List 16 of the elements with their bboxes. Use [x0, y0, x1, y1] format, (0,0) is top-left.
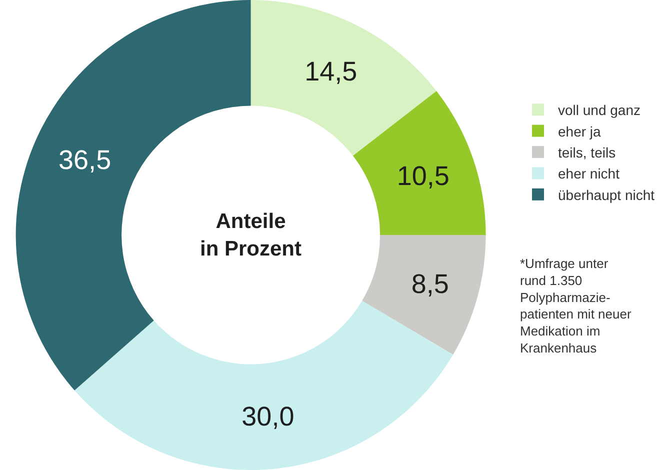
legend-label: teils, teils	[558, 144, 616, 160]
donut-slice	[362, 235, 486, 355]
donut-slice	[74, 300, 454, 470]
data-label: 36,5	[58, 145, 112, 176]
data-label: 8,5	[411, 269, 449, 300]
legend-label: eher ja	[558, 123, 602, 140]
donut-slice	[352, 90, 486, 235]
data-label: 14,5	[304, 56, 358, 86]
data-label: 30,0	[242, 401, 294, 432]
data-label: 10,5	[396, 161, 450, 192]
legend-label: voll und ganz	[558, 102, 641, 118]
text: Anteile in Prozent	[200, 210, 302, 260]
text: *Umfrage unter rund 1.350 Polypharmazie- patienten mit neuer Medikation im Krankenhaus	[520, 256, 632, 356]
donut-slice	[250, 0, 436, 156]
legend-label: eher nicht	[558, 166, 620, 182]
legend-label: überhaupt nicht	[558, 186, 655, 203]
